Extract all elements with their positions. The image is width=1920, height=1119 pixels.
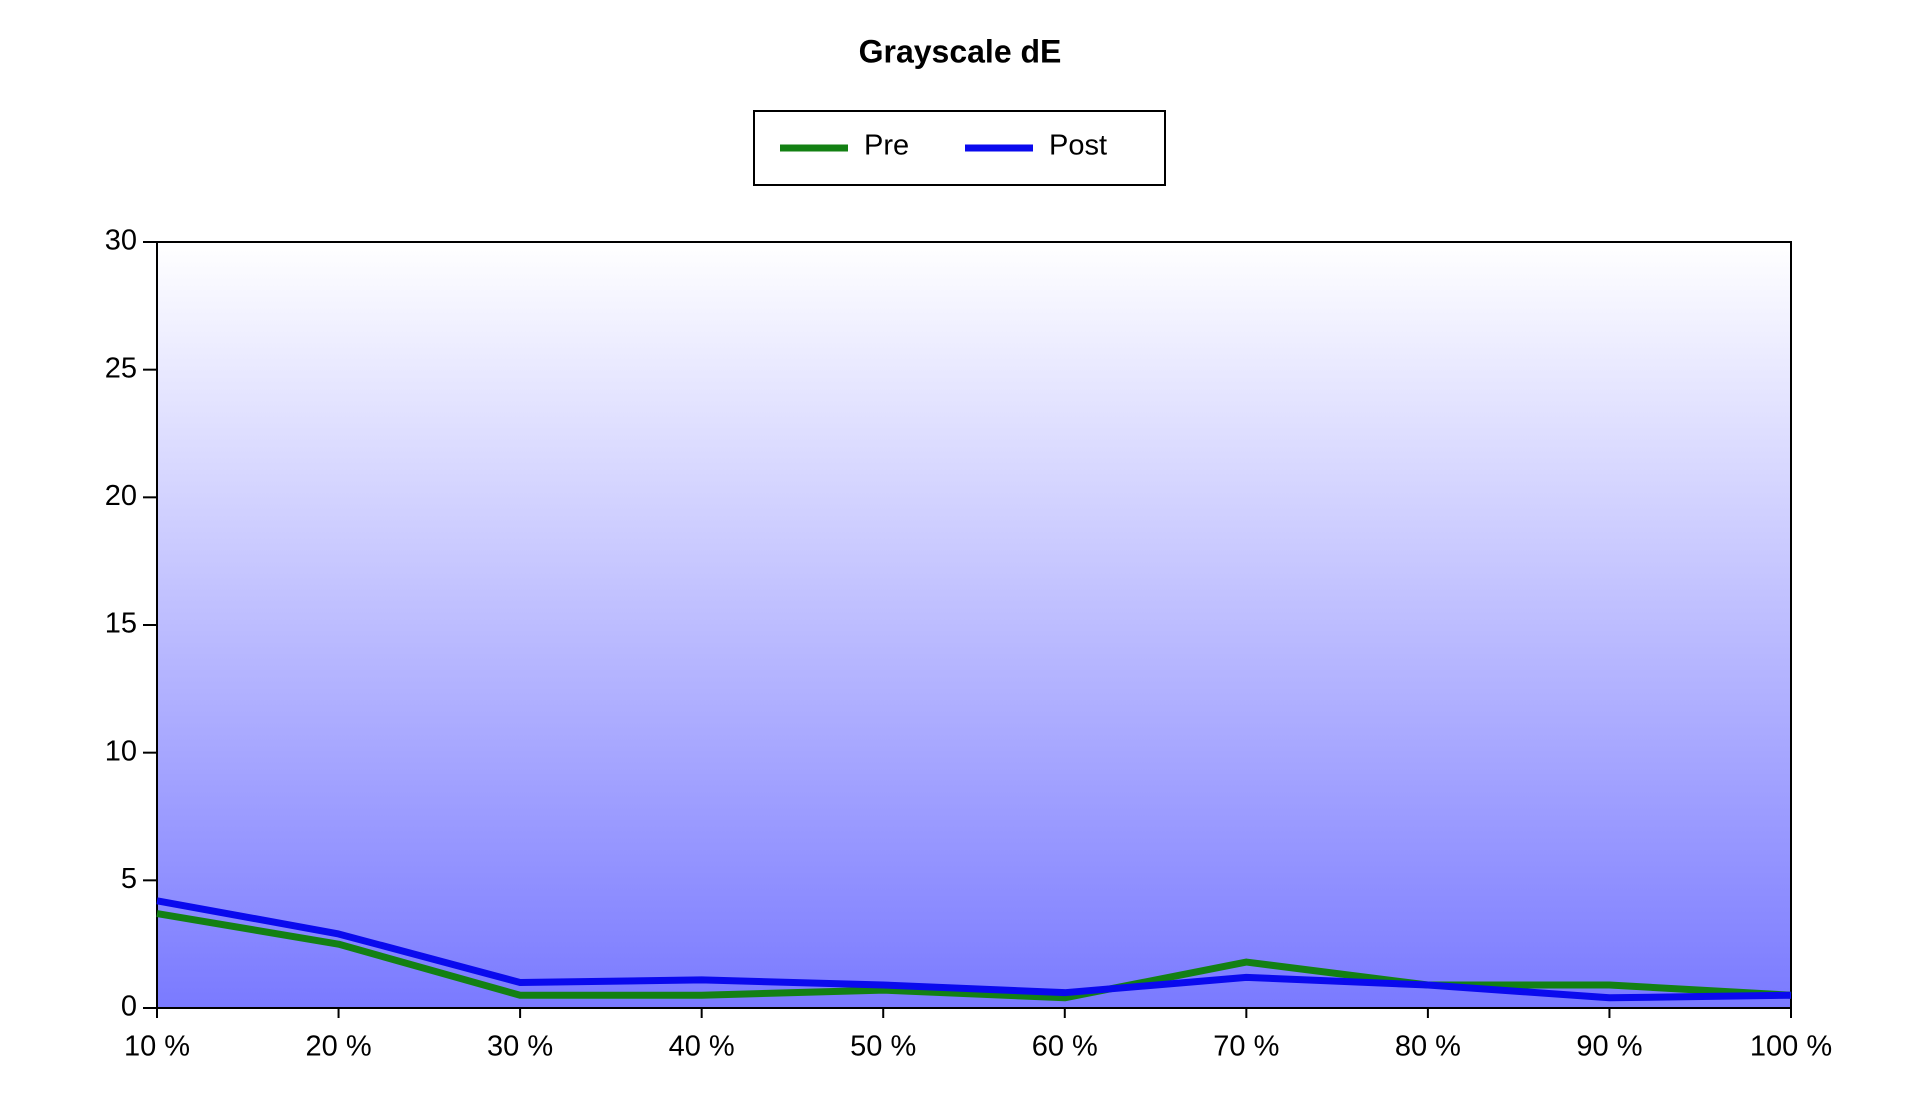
chart-title: Grayscale dE xyxy=(859,33,1062,69)
series-line xyxy=(156,910,1792,1002)
x-tick-label: 10 % xyxy=(124,1031,190,1063)
legend-label: Post xyxy=(1049,130,1107,162)
x-tick-label: 30 % xyxy=(487,1031,553,1063)
y-tick-label: 5 xyxy=(121,863,137,895)
x-tick-label: 80 % xyxy=(1395,1031,1461,1063)
y-tick-label: 10 xyxy=(105,735,137,767)
y-tick-label: 0 xyxy=(121,991,137,1023)
y-tick-label: 15 xyxy=(105,608,137,640)
y-tick-label: 20 xyxy=(105,480,137,512)
x-tick-label: 100 % xyxy=(1750,1031,1832,1063)
x-tick-label: 90 % xyxy=(1576,1031,1642,1063)
x-tick-label: 40 % xyxy=(669,1031,735,1063)
legend-label: Pre xyxy=(864,130,909,162)
series-line xyxy=(156,897,1792,1002)
x-tick-label: 20 % xyxy=(306,1031,372,1063)
x-tick-label: 50 % xyxy=(850,1031,916,1063)
y-tick-label: 25 xyxy=(105,352,137,384)
x-tick-label: 60 % xyxy=(1032,1031,1098,1063)
plot-area xyxy=(156,241,1792,1009)
y-tick-label: 30 xyxy=(105,225,137,257)
x-tick-label: 70 % xyxy=(1213,1031,1279,1063)
